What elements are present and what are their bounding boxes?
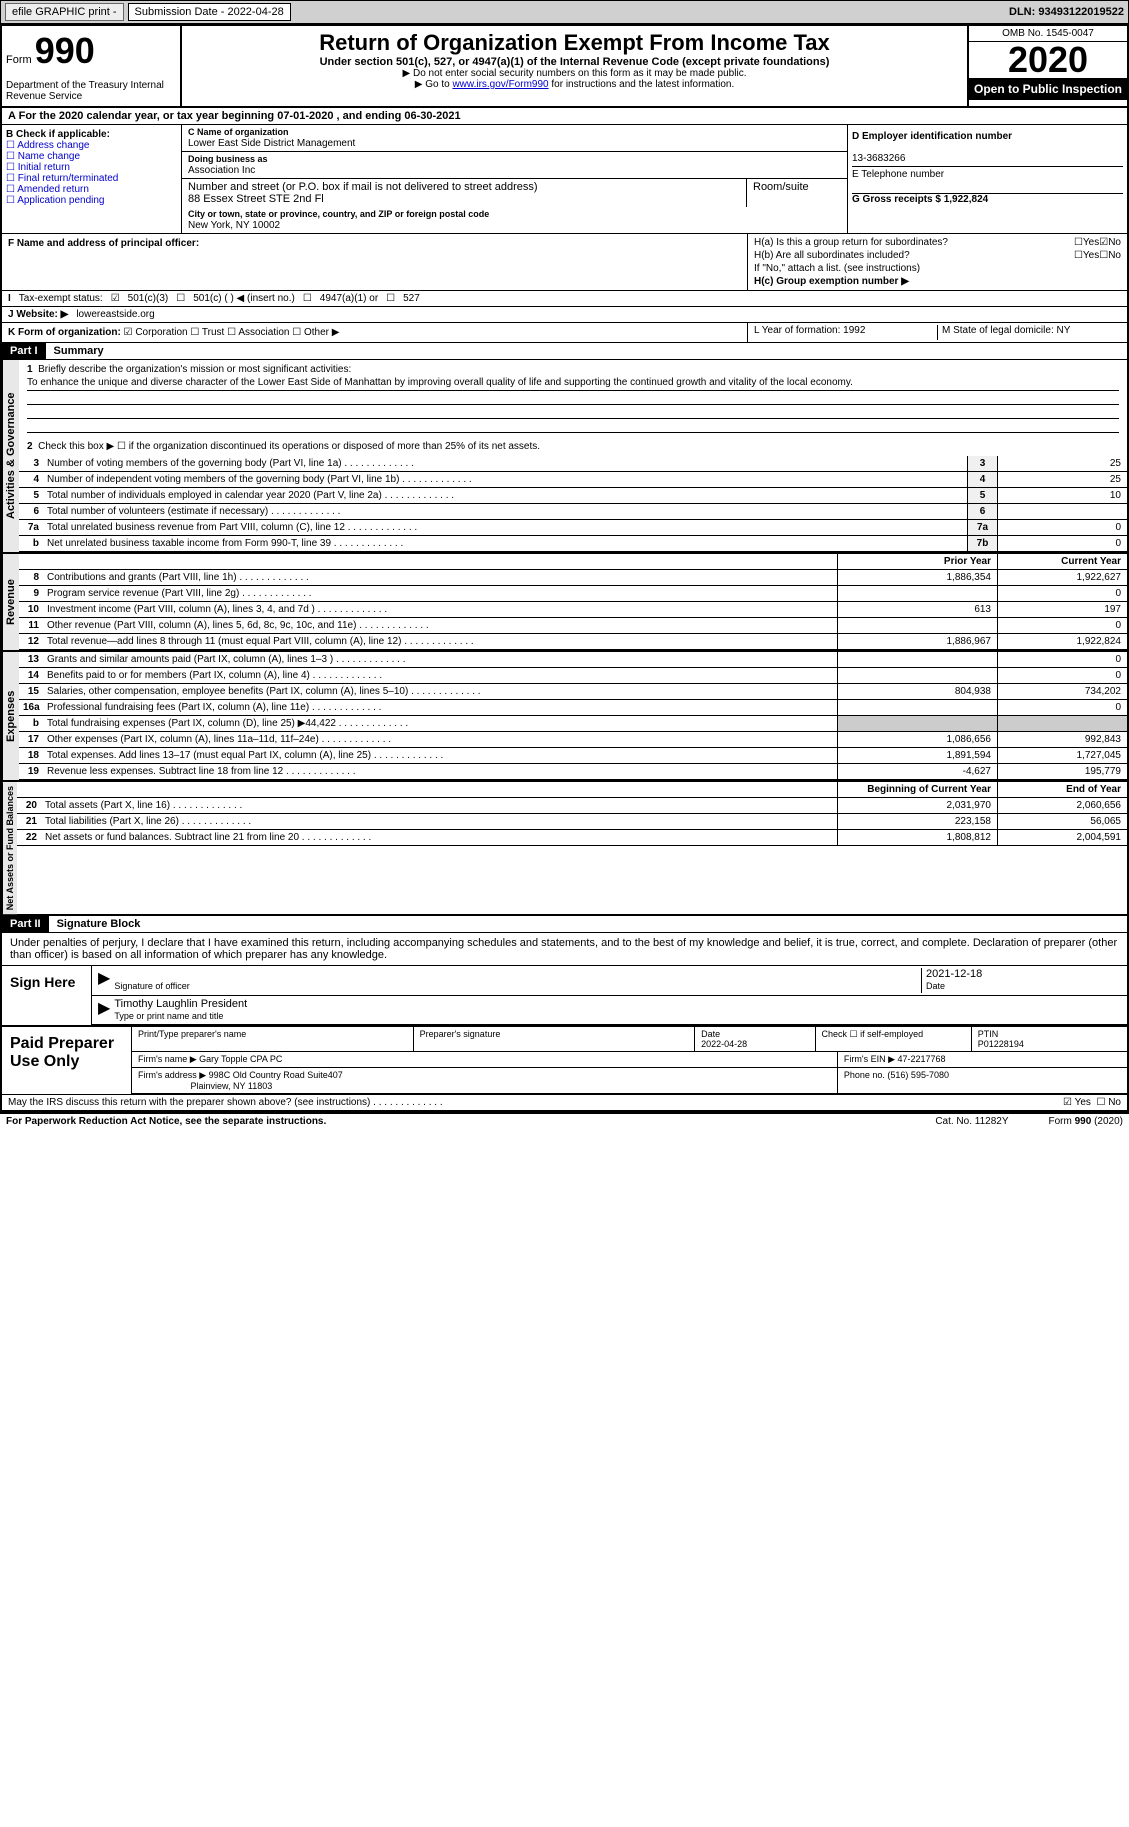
officer-printed: Timothy Laughlin President bbox=[114, 998, 247, 1010]
side-expenses: Expenses bbox=[2, 652, 19, 780]
table-row: 20Total assets (Part X, line 16)2,031,97… bbox=[17, 798, 1127, 814]
side-net: Net Assets or Fund Balances bbox=[2, 782, 17, 914]
org-city: New York, NY 10002 bbox=[188, 220, 280, 231]
table-row: 17Other expenses (Part IX, column (A), l… bbox=[19, 732, 1127, 748]
form-subtitle: Under section 501(c), 527, or 4947(a)(1)… bbox=[186, 56, 963, 68]
efile-button[interactable]: efile GRAPHIC print - bbox=[5, 3, 124, 21]
table-row: 14Benefits paid to or for members (Part … bbox=[19, 668, 1127, 684]
table-row: 18Total expenses. Add lines 13–17 (must … bbox=[19, 748, 1127, 764]
table-row: 6Total number of volunteers (estimate if… bbox=[19, 504, 1127, 520]
irs-link[interactable]: www.irs.gov/Form990 bbox=[452, 79, 548, 90]
dln: DLN: 93493122019522 bbox=[1009, 6, 1124, 18]
table-row: 11Other revenue (Part VIII, column (A), … bbox=[19, 618, 1127, 634]
table-row: 5Total number of individuals employed in… bbox=[19, 488, 1127, 504]
mission-text: To enhance the unique and diverse charac… bbox=[27, 375, 1119, 391]
table-row: 10Investment income (Part VIII, column (… bbox=[19, 602, 1127, 618]
ein: 13-3683266 bbox=[852, 153, 905, 164]
form-title: Return of Organization Exempt From Incom… bbox=[186, 30, 963, 56]
side-governance: Activities & Governance bbox=[2, 360, 19, 552]
cb-pending[interactable]: ☐ Application pending bbox=[6, 195, 177, 206]
line-a: A For the 2020 calendar year, or tax yea… bbox=[0, 108, 1129, 125]
top-bar: efile GRAPHIC print - Submission Date - … bbox=[0, 0, 1129, 24]
gross-receipts: G Gross receipts $ 1,922,824 bbox=[852, 194, 988, 205]
form-id: Form 990 (2020) bbox=[1049, 1116, 1123, 1127]
cat-no: Cat. No. 11282Y bbox=[935, 1116, 1008, 1127]
table-row: bNet unrelated business taxable income f… bbox=[19, 536, 1127, 552]
cb-amended[interactable]: ☐ Amended return bbox=[6, 184, 177, 195]
state-domicile: M State of legal domicile: NY bbox=[938, 325, 1121, 340]
firm-phone: (516) 595-7080 bbox=[887, 1070, 949, 1080]
website-row: J Website: ▶ lowereastside.org bbox=[0, 307, 1129, 323]
org-dba: Association Inc bbox=[188, 165, 255, 176]
cb-address[interactable]: ☐ Address change bbox=[6, 140, 177, 151]
officer-row: F Name and address of principal officer:… bbox=[0, 234, 1129, 291]
table-row: 21Total liabilities (Part X, line 26)223… bbox=[17, 814, 1127, 830]
form-label: Form bbox=[6, 54, 32, 66]
submission-date: Submission Date - 2022-04-28 bbox=[128, 3, 291, 21]
form-header: Form 990 Department of the Treasury Inte… bbox=[0, 24, 1129, 108]
form-number: 990 bbox=[35, 30, 95, 71]
note-link: ▶ Go to www.irs.gov/Form990 for instruct… bbox=[186, 79, 963, 90]
org-address: 88 Essex Street STE 2nd Fl bbox=[188, 193, 324, 205]
ptin: P01228194 bbox=[978, 1039, 1024, 1049]
table-row: 4Number of independent voting members of… bbox=[19, 472, 1127, 488]
org-name: Lower East Side District Management bbox=[188, 138, 355, 149]
firm-name: Gary Topple CPA PC bbox=[199, 1054, 282, 1064]
table-row: 8Contributions and grants (Part VIII, li… bbox=[19, 570, 1127, 586]
cb-final[interactable]: ☐ Final return/terminated bbox=[6, 173, 177, 184]
checkboxes-b: B Check if applicable: ☐ Address change … bbox=[2, 125, 182, 233]
table-row: 19Revenue less expenses. Subtract line 1… bbox=[19, 764, 1127, 780]
firm-ein: 47-2217768 bbox=[898, 1054, 946, 1064]
table-row: 3Number of voting members of the governi… bbox=[19, 456, 1127, 472]
perjury-text: Under penalties of perjury, I declare th… bbox=[2, 933, 1127, 965]
table-row: 22Net assets or fund balances. Subtract … bbox=[17, 830, 1127, 846]
cb-initial[interactable]: ☐ Initial return bbox=[6, 162, 177, 173]
tax-status-row: ITax-exempt status: ☑ 501(c)(3) ☐ 501(c)… bbox=[0, 291, 1129, 307]
sign-here-label: Sign Here bbox=[2, 966, 92, 1025]
website: lowereastside.org bbox=[76, 309, 154, 320]
table-row: 16aProfessional fundraising fees (Part I… bbox=[19, 700, 1127, 716]
table-row: 12Total revenue—add lines 8 through 11 (… bbox=[19, 634, 1127, 650]
side-revenue: Revenue bbox=[2, 554, 19, 650]
open-public: Open to Public Inspection bbox=[969, 78, 1127, 100]
note-ssn: ▶ Do not enter social security numbers o… bbox=[186, 68, 963, 79]
table-row: 15Salaries, other compensation, employee… bbox=[19, 684, 1127, 700]
paid-preparer-label: Paid Preparer Use Only bbox=[2, 1027, 132, 1094]
table-row: 9Program service revenue (Part VIII, lin… bbox=[19, 586, 1127, 602]
table-row: 7aTotal unrelated business revenue from … bbox=[19, 520, 1127, 536]
cb-name[interactable]: ☐ Name change bbox=[6, 151, 177, 162]
year-formation: L Year of formation: 1992 bbox=[754, 325, 938, 340]
paperwork-notice: For Paperwork Reduction Act Notice, see … bbox=[6, 1116, 935, 1127]
section-b: B Check if applicable: ☐ Address change … bbox=[0, 125, 1129, 234]
table-row: 13Grants and similar amounts paid (Part … bbox=[19, 652, 1127, 668]
table-row: bTotal fundraising expenses (Part IX, co… bbox=[19, 716, 1127, 732]
part-1: Part ISummary Activities & Governance 1 … bbox=[0, 343, 1129, 916]
tax-year: 2020 bbox=[969, 42, 1127, 78]
firm-addr: 998C Old Country Road Suite407 bbox=[209, 1070, 343, 1080]
dept-treasury: Department of the Treasury Internal Reve… bbox=[6, 80, 176, 102]
part-2: Part IISignature Block Under penalties o… bbox=[0, 916, 1129, 1112]
